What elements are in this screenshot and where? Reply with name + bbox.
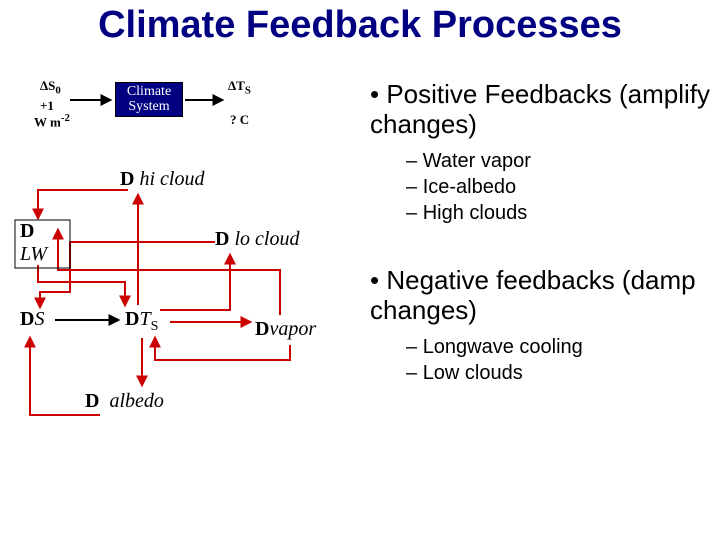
bullet-list: Positive Feedbacks (amplify changes) Wat… (370, 80, 710, 386)
negative-item-1: Low clouds (406, 360, 710, 386)
arrow-vapor-to-ts (155, 338, 290, 360)
positive-item-1: Ice-albedo (406, 174, 710, 200)
positive-item-2: High clouds (406, 200, 710, 226)
feedback-diagram: ΔS0 +1 W m-2 ClimateSystem ΔTS ? C D hi … (10, 60, 365, 530)
arrow-locloud-to-s (40, 242, 215, 307)
arrow-ts-to-locloud (160, 255, 230, 310)
box-lw (15, 220, 70, 268)
arrow-albedo-to-s (30, 338, 100, 415)
page-title: Climate Feedback Processes (0, 4, 720, 47)
arrow-hicloud-to-lw (38, 190, 128, 218)
positive-heading: Positive Feedbacks (amplify changes) (370, 80, 710, 140)
negative-item-0: Longwave cooling (406, 334, 710, 360)
arrow-layer (10, 60, 365, 530)
negative-heading: Negative feedbacks (damp changes) (370, 266, 710, 326)
positive-item-0: Water vapor (406, 148, 710, 174)
